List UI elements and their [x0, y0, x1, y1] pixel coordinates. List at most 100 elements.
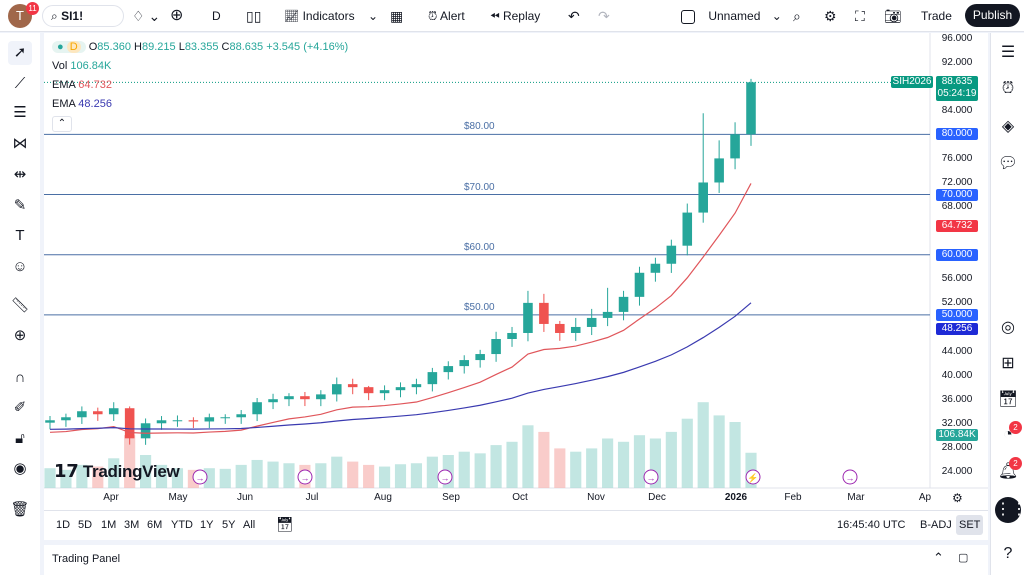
y-tick: 36.000	[941, 393, 973, 405]
volume-bar	[171, 468, 184, 488]
clock[interactable]: 16:45:40 UTC	[837, 519, 906, 531]
x-tick: Oct	[512, 492, 528, 503]
calendar-icon[interactable]: 📅︎	[997, 391, 1019, 408]
alarm-clock-icon[interactable]: ⏰︎	[1001, 80, 1015, 97]
chat-icon[interactable]: 💬︎	[997, 155, 1019, 172]
help-icon[interactable]: ?	[1003, 545, 1013, 562]
candle	[220, 417, 231, 419]
indicators-icon: 📈︎	[284, 9, 300, 23]
trend-line-icon[interactable]: ⟋	[14, 75, 26, 92]
volume-bar	[363, 464, 375, 488]
magnet-icon[interactable]: ∩	[14, 369, 26, 386]
trade-button[interactable]: Trade	[921, 9, 952, 23]
pattern-icon[interactable]: ⋈	[12, 135, 28, 152]
watchlist-icon[interactable]: ☰	[1000, 44, 1016, 61]
redo-icon[interactable]: ↷	[598, 8, 610, 24]
eye-icon[interactable]: ◉	[13, 460, 27, 477]
volume-bar	[490, 445, 502, 488]
notifications-badge: 2	[1009, 457, 1022, 470]
settings-icon[interactable]: ⚙︎	[824, 8, 837, 24]
alert-button[interactable]: ⏰︎ Alert	[428, 6, 465, 26]
zoom-in-icon[interactable]: ⊕	[13, 327, 27, 344]
candle	[188, 420, 199, 422]
axis-settings-icon[interactable]: ⚙︎	[952, 491, 963, 505]
volume-bar	[331, 456, 343, 488]
data-window-icon[interactable]: ⊞	[1001, 355, 1015, 372]
candle	[236, 414, 246, 418]
publish-button[interactable]: Publish	[965, 4, 1020, 27]
compare-diamond-icon[interactable]: ♢ ⌄	[132, 8, 161, 24]
lock-icon[interactable]: 🔓︎	[15, 430, 25, 447]
range-1d[interactable]: 1D	[56, 519, 71, 531]
trading-panel-label: Trading Panel	[52, 553, 121, 565]
chevron-up-icon[interactable]: ⌃	[933, 550, 944, 565]
candle	[284, 396, 294, 400]
streams-icon[interactable]: ◔	[1003, 426, 1013, 443]
chart-area[interactable]: → → → → ⚡ → ● D O85.360 H89.215 L83.355 C88.6…	[44, 33, 988, 510]
trading-panel[interactable]: Trading Panel ⌃ ▢	[44, 545, 988, 575]
layout-grid-icon[interactable]: ▦	[390, 8, 404, 24]
search-icon: ⌕	[51, 9, 58, 23]
apps-icon[interactable]: ⋮⋮	[995, 497, 1024, 523]
x-tick: Jun	[236, 492, 254, 503]
target-icon[interactable]: ◎	[1001, 319, 1015, 336]
add-symbol-icon[interactable]: ⊕	[170, 7, 184, 24]
emoji-icon[interactable]: ☺	[12, 258, 28, 275]
hline-label: $80.00	[464, 121, 495, 133]
candle	[698, 182, 708, 213]
volume-bar	[203, 468, 215, 488]
candles-icon[interactable]: ▯▯	[246, 8, 262, 24]
candle	[379, 390, 390, 394]
x-tick: May	[168, 492, 188, 503]
range-6m[interactable]: 6M	[147, 519, 163, 531]
text-icon[interactable]: T	[15, 227, 25, 244]
camera-icon[interactable]: 📷︎	[884, 8, 902, 24]
candle	[714, 158, 724, 183]
interval-button[interactable]: D	[212, 9, 221, 23]
candle	[204, 417, 215, 422]
y-tick: 24.000	[941, 465, 973, 477]
fib-icon[interactable]: ☰	[13, 104, 27, 121]
fullscreen-icon[interactable]: ⛶	[855, 8, 865, 24]
range-5d[interactable]: 5D	[78, 519, 93, 531]
event-marker-icon	[297, 469, 313, 485]
layout-name-button[interactable]: Unnamed ⌄	[681, 6, 782, 26]
range-all[interactable]: All	[243, 519, 256, 531]
candle	[602, 311, 613, 318]
rewind-icon: ⏪︎	[490, 9, 500, 23]
trash-icon[interactable]: 🗑︎	[10, 501, 30, 518]
candle	[108, 408, 119, 415]
hline-label: $50.00	[464, 301, 495, 313]
goto-date-icon[interactable]: 📅︎	[276, 516, 294, 532]
event-glyph: →	[196, 473, 205, 483]
collapse-legend-button[interactable]: ⌃	[52, 116, 72, 132]
cursor-icon[interactable]: ➚	[8, 41, 32, 65]
ruler-icon[interactable]: 📏︎	[10, 297, 30, 314]
maximize-icon[interactable]: ▢	[958, 552, 969, 564]
session-toggle[interactable]: SET	[956, 515, 984, 535]
event-glyph: ⚡	[747, 472, 758, 484]
x-tick: Mar	[847, 492, 865, 503]
event-glyph: →	[301, 473, 310, 483]
replay-button[interactable]: ⏪︎ Replay	[490, 6, 540, 26]
quick-search-icon[interactable]: ⌕	[793, 8, 801, 24]
range-1y[interactable]: 1Y	[200, 519, 214, 531]
indicators-button[interactable]: 📈︎ Indicators ⌄	[284, 6, 378, 26]
undo-icon[interactable]: ↶	[568, 8, 580, 24]
lock-drawing-icon[interactable]: ✐	[13, 399, 27, 416]
brush-icon[interactable]: ✎	[13, 197, 27, 214]
volume-bar	[474, 453, 486, 488]
price-chart[interactable]: → → → → ⚡ →	[44, 33, 988, 510]
range-3m[interactable]: 3M	[124, 519, 140, 531]
range-1m[interactable]: 1M	[101, 519, 117, 531]
ema-legend-1: EMA 64.732	[52, 79, 112, 91]
range-5y[interactable]: 5Y	[222, 519, 236, 531]
badj-toggle[interactable]: B-ADJ	[920, 519, 952, 531]
layers-icon[interactable]: ◈	[1001, 118, 1015, 135]
prediction-icon[interactable]: ⇹	[13, 166, 27, 183]
drawing-toolbar: ➚ ⟋ ☰ ⋈ ⇹ ✎ T ☺ 📏︎ ⊕ ∩ ✐ 🔓︎ ◉ 🗑︎	[0, 33, 40, 575]
range-ytd[interactable]: YTD	[171, 519, 193, 531]
candle	[268, 399, 278, 403]
symbol-search[interactable]: ⌕ SI1!	[42, 5, 124, 27]
candle	[347, 384, 358, 388]
